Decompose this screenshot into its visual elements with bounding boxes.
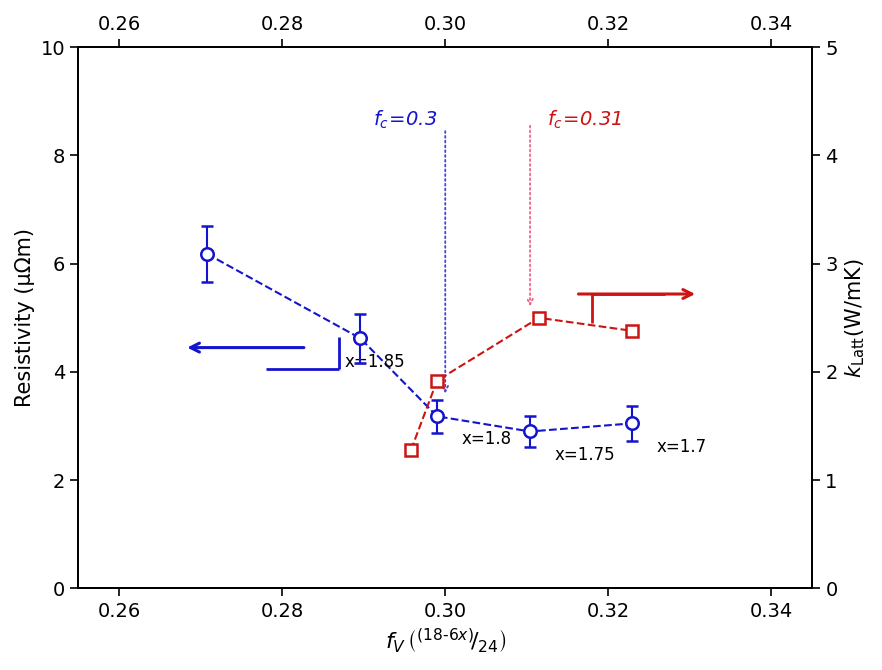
Text: $f_c$$\!=\!$0.31: $f_c$$\!=\!$0.31 <box>547 109 622 131</box>
Text: x=1.7: x=1.7 <box>656 438 706 456</box>
Y-axis label: $k_{\rm Latt}$(W/mK): $k_{\rm Latt}$(W/mK) <box>843 258 867 377</box>
Text: $f_c$$\!=\!$0.3: $f_c$$\!=\!$0.3 <box>373 109 437 131</box>
Y-axis label: Resistivity (μΩm): Resistivity (μΩm) <box>15 228 35 407</box>
Text: x=1.85: x=1.85 <box>344 352 405 371</box>
X-axis label: $f_V\,\left({}^{(18\text{-}6x)}\!/_{24}\right)$: $f_V\,\left({}^{(18\text{-}6x)}\!/_{24}\… <box>385 626 506 655</box>
Text: x=1.8: x=1.8 <box>461 431 512 448</box>
Text: x=1.75: x=1.75 <box>555 446 615 464</box>
